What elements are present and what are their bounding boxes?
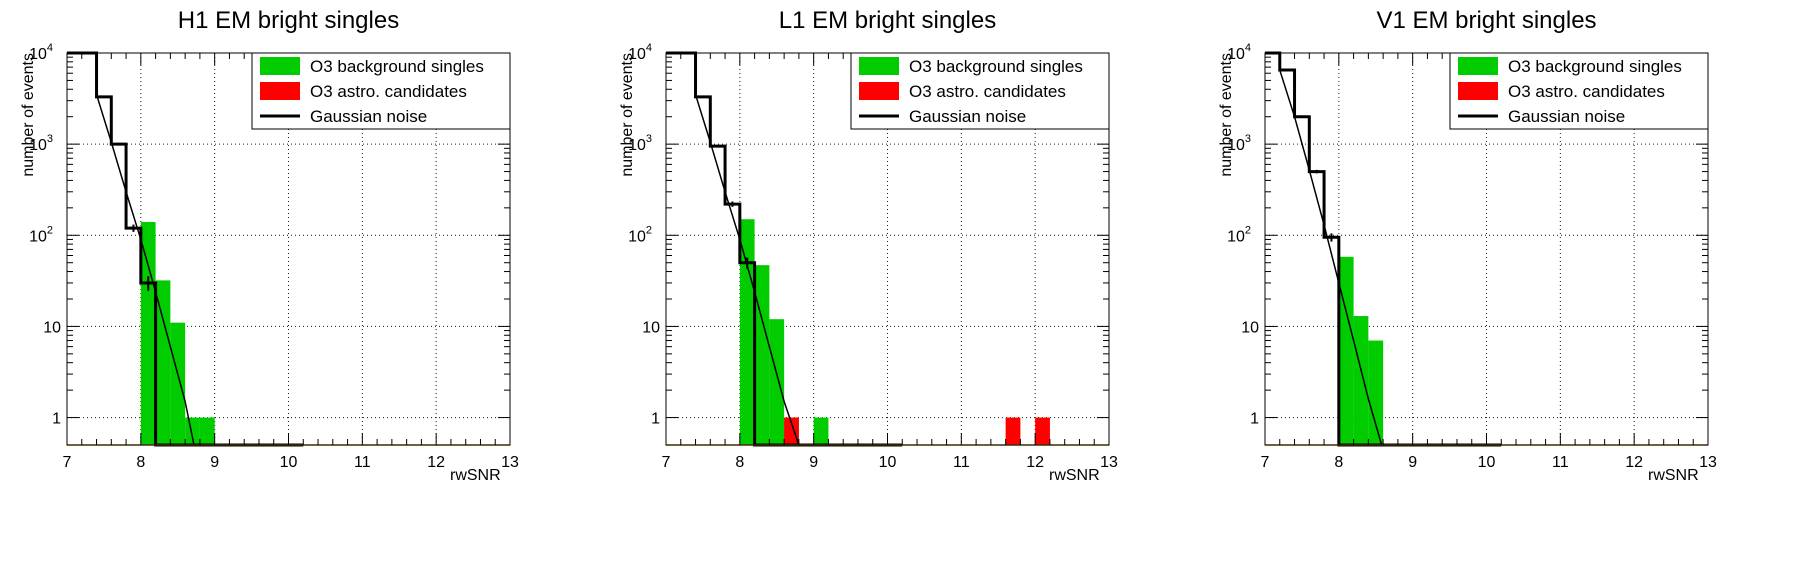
- legend-label: Gaussian noise: [1508, 107, 1625, 126]
- bar-background-single: [1353, 316, 1369, 445]
- x-axis-label: rwSNR: [1049, 467, 1100, 484]
- legend-label: O3 astro. candidates: [909, 82, 1066, 101]
- legend: O3 background singles O3 astro. candidate…: [1449, 52, 1709, 130]
- x-tick-label: 8: [136, 454, 145, 471]
- bar-background-single: [1338, 256, 1354, 445]
- legend-label: Gaussian noise: [310, 107, 427, 126]
- x-tick-label: 11: [354, 454, 371, 471]
- bar-background-single: [199, 417, 215, 445]
- y-axis-label: number of events: [20, 53, 37, 177]
- chart-panel-h1: H1 EM bright singles 7 8 9 10 11 12 13 1 10 102 103…: [0, 0, 599, 576]
- y-tick-label: 1: [52, 411, 61, 428]
- x-tick-label: 12: [427, 454, 445, 471]
- x-tick-label: 12: [1026, 454, 1044, 471]
- y-tick-label: 103: [628, 133, 652, 154]
- x-tick-label: 13: [501, 454, 519, 471]
- bar-background-single: [739, 219, 755, 445]
- y-tick-label: 10: [642, 319, 660, 336]
- x-tick-label: 9: [210, 454, 219, 471]
- bar-astro-candidate: [784, 417, 799, 445]
- x-tick-label: 7: [1261, 454, 1270, 471]
- bar-astro-candidate: [1035, 417, 1050, 445]
- y-tick-label: 103: [29, 133, 53, 154]
- x-tick-label: 12: [1625, 454, 1643, 471]
- legend-swatch: [1458, 57, 1498, 75]
- y-tick-label: 102: [1227, 224, 1251, 245]
- chart-svg: V1 EM bright singles 7 8 9 10 11 12 13 1 10 102 103…: [1218, 7, 1717, 484]
- legend-label: O3 background singles: [310, 57, 484, 76]
- legend-label: Gaussian noise: [909, 107, 1026, 126]
- bar-background-single: [155, 280, 171, 445]
- y-tick-label: 104: [1227, 42, 1251, 63]
- x-tick-label: 7: [63, 454, 72, 471]
- bar-background-single: [769, 319, 785, 445]
- gaussian-noise-fit-line: [1279, 69, 1383, 446]
- x-axis-label: rwSNR: [1648, 467, 1699, 484]
- legend-swatch: [260, 82, 300, 100]
- y-tick-label: 1: [651, 411, 660, 428]
- y-tick-label: 10: [1241, 319, 1259, 336]
- bar-astro-candidate: [1005, 417, 1021, 445]
- x-tick-label: 13: [1699, 454, 1717, 471]
- x-tick-label: 13: [1100, 454, 1118, 471]
- gaussian-noise-fit-line: [694, 94, 800, 446]
- legend-swatch: [1458, 82, 1498, 100]
- y-tick-label: 10: [43, 319, 61, 336]
- chart-panel-l1: L1 EM bright singles 7 8 9 10 11 12 13 1 10 102 103…: [599, 0, 1198, 576]
- x-tick-label: 8: [735, 454, 744, 471]
- x-axis-label: rwSNR: [450, 467, 501, 484]
- y-tick-label: 104: [628, 42, 652, 63]
- x-tick-label: 10: [879, 454, 897, 471]
- y-axis-label: number of events: [619, 53, 636, 177]
- legend-label: O3 background singles: [909, 57, 1083, 76]
- legend-swatch: [859, 57, 899, 75]
- y-tick-label: 1: [1250, 411, 1259, 428]
- x-tick-label: 8: [1334, 454, 1343, 471]
- chart-svg: L1 EM bright singles 7 8 9 10 11 12 13 1 10 102 103…: [619, 7, 1118, 484]
- y-tick-label: 102: [628, 224, 652, 245]
- bar-background-single: [813, 417, 829, 445]
- legend: O3 background singles O3 astro. candidate…: [850, 52, 1110, 130]
- bar-background-single: [185, 417, 200, 445]
- x-tick-label: 9: [809, 454, 818, 471]
- legend-label: O3 astro. candidates: [1508, 82, 1665, 101]
- bar-background-single: [140, 221, 156, 445]
- chart-panel-v1: V1 EM bright singles 7 8 9 10 11 12 13 1 10 102 103…: [1198, 0, 1797, 576]
- y-tick-label: 102: [29, 224, 53, 245]
- legend-swatch: [260, 57, 300, 75]
- x-tick-label: 10: [1478, 454, 1496, 471]
- bar-background-single: [170, 322, 186, 445]
- bar-background-single: [1368, 340, 1384, 445]
- y-axis-label: number of events: [1218, 53, 1235, 177]
- x-tick-label: 9: [1408, 454, 1417, 471]
- x-tick-label: 11: [953, 454, 970, 471]
- chart-svg: H1 EM bright singles 7 8 9 10 11 12 13 1 10 102 103…: [20, 7, 519, 484]
- x-tick-label: 7: [662, 454, 671, 471]
- y-tick-label: 104: [29, 42, 53, 63]
- legend-swatch: [859, 82, 899, 100]
- chart-title: L1 EM bright singles: [779, 7, 996, 34]
- bar-background-single: [754, 265, 770, 445]
- chart-title: V1 EM bright singles: [1376, 7, 1596, 34]
- legend-label: O3 background singles: [1508, 57, 1682, 76]
- gaussian-noise-fit-line: [95, 94, 195, 446]
- legend: O3 background singles O3 astro. candidate…: [251, 52, 511, 130]
- x-tick-label: 10: [280, 454, 298, 471]
- legend-label: O3 astro. candidates: [310, 82, 467, 101]
- y-tick-label: 103: [1227, 133, 1251, 154]
- chart-title: H1 EM bright singles: [178, 7, 399, 34]
- x-tick-label: 11: [1552, 454, 1569, 471]
